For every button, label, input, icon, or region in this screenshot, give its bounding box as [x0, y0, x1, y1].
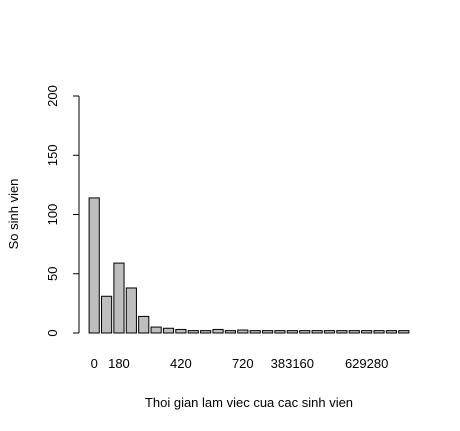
y-tick-label: 0 [45, 329, 60, 336]
bar [361, 330, 373, 334]
y-tick-label: 100 [45, 204, 60, 226]
bar [125, 287, 137, 334]
bar [113, 262, 125, 334]
bar [175, 328, 187, 334]
bar [262, 330, 274, 334]
bar [187, 330, 199, 334]
bars [88, 197, 410, 334]
bar [237, 329, 249, 334]
bar [323, 330, 336, 334]
x-axis-title: Thoi gian lam viec cua cac sinh vien [145, 395, 353, 410]
bar [385, 330, 398, 334]
x-tick-label: 420 [170, 356, 192, 371]
bar [299, 330, 311, 334]
bar [336, 330, 348, 334]
x-tick-label: 383160 [271, 356, 314, 371]
bar [286, 330, 298, 334]
y-axis-title: So sinh vien [6, 179, 21, 250]
y-tick-label: 150 [45, 144, 60, 166]
bar [274, 330, 286, 334]
y-axis: 0 50 100 150 200 [45, 85, 80, 337]
x-tick-label: 180 [108, 356, 130, 371]
bar [311, 330, 323, 334]
x-tick-label: 720 [232, 356, 254, 371]
bar [348, 330, 360, 334]
bar [101, 295, 113, 334]
bar [373, 330, 385, 334]
x-tick-labels: 0 180 420 720 383160 629280 [91, 356, 389, 371]
y-tick-label: 200 [45, 85, 60, 107]
x-tick-label: 0 [91, 356, 98, 371]
bar [212, 328, 224, 334]
bar [398, 330, 410, 334]
bar [249, 330, 261, 334]
y-tick-label: 50 [45, 267, 60, 281]
bar [138, 315, 150, 334]
bar [224, 330, 237, 334]
bar [200, 330, 212, 334]
bar [88, 197, 100, 334]
bar [150, 326, 162, 334]
bar [162, 327, 175, 334]
x-tick-label: 629280 [345, 356, 388, 371]
